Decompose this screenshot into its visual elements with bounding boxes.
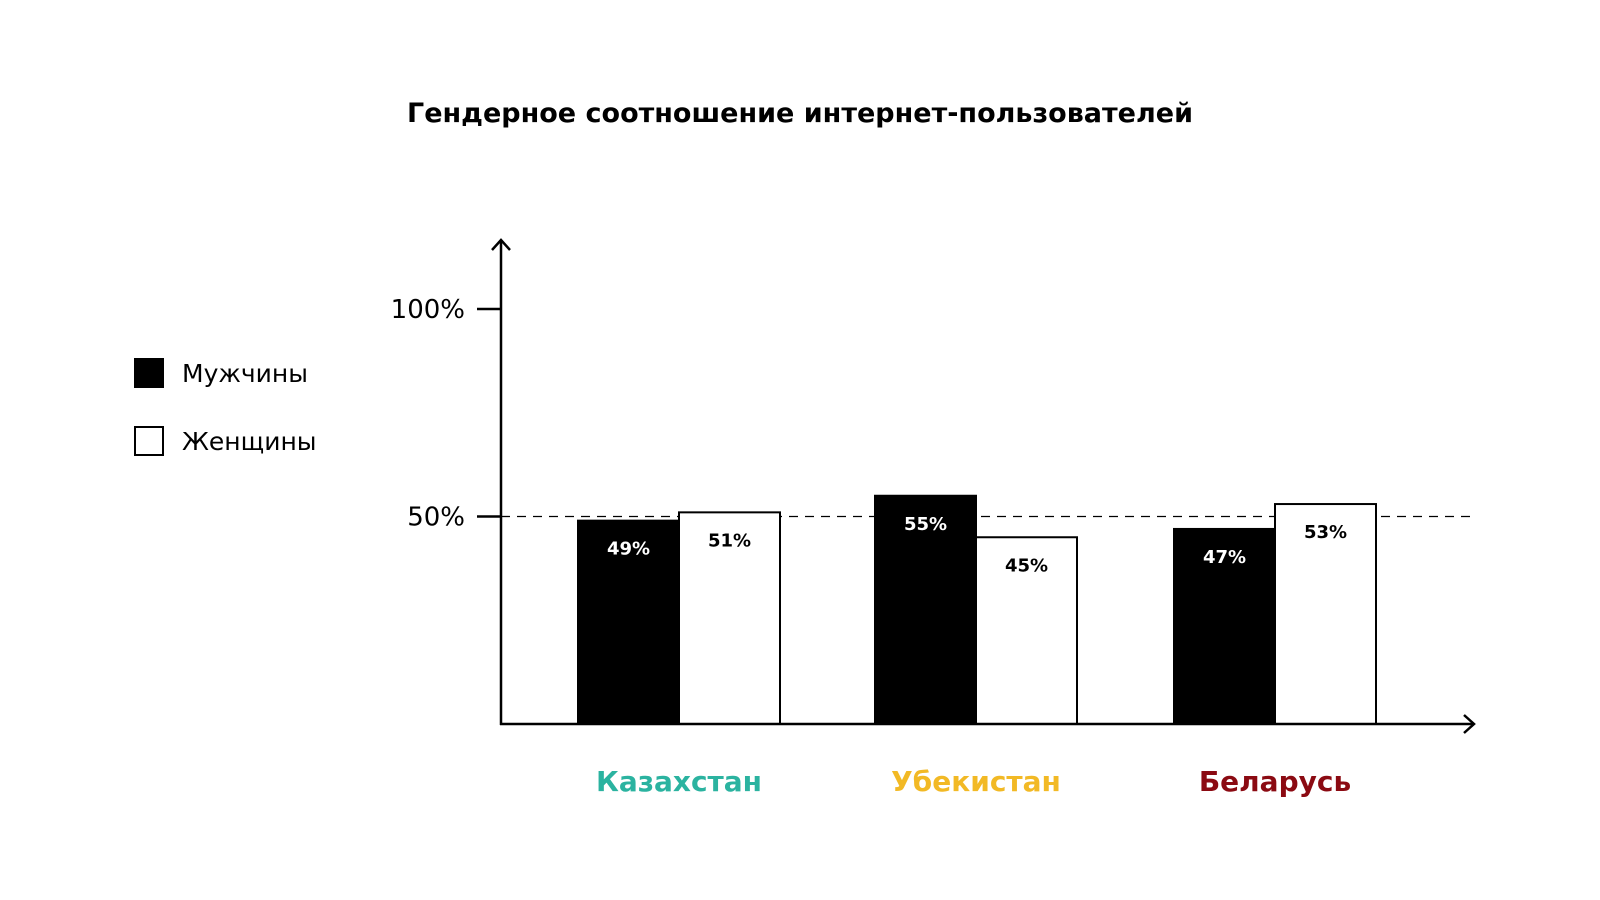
y-tick-label: 50% [407,503,465,533]
data-label: 49% [607,539,650,560]
bar-women-2 [1274,503,1377,725]
legend-swatch-women [134,426,164,456]
legend-label-women: Женщины [182,426,317,456]
legend-item-men: Мужчины [134,358,308,388]
data-label: 55% [904,514,947,535]
data-label: 51% [708,530,751,551]
x-tick-label: Беларусь [1199,765,1351,798]
chart-title: Гендерное соотношение интернет-пользоват… [406,98,1193,129]
bar-women-1 [975,536,1078,725]
data-label: 47% [1203,547,1246,568]
x-tick-label: Убекистан [891,765,1061,798]
x-axis-arrow-icon [1463,714,1476,734]
x-tick-label: Казахстан [596,765,762,798]
y-axis-arrow-icon [491,238,511,251]
data-label: 45% [1005,555,1048,576]
legend-label-men: Мужчины [182,358,308,388]
bar-men-2 [1173,527,1276,726]
legend-swatch-men [134,358,164,388]
legend-item-women: Женщины [134,426,317,456]
y-tick-label: 100% [391,295,465,325]
bar-women-0 [678,511,781,725]
data-label: 53% [1304,522,1347,543]
